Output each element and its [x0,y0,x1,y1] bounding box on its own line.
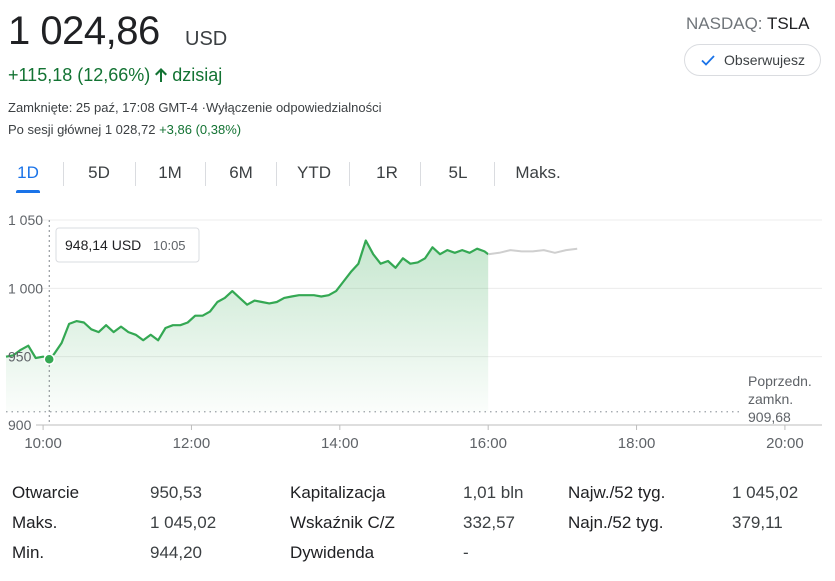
x-tick-label: 14:00 [321,435,359,452]
tab-5d[interactable]: 5D [88,163,110,182]
exchange-name: NASDAQ: [686,14,763,33]
stat-value-open: 950,53 [150,483,202,502]
price-change-period: dzisiaj [172,65,223,85]
tab-divider [205,162,206,186]
tab-ytd[interactable]: YTD [297,163,331,182]
price-line-after-hours [488,247,578,256]
tab-1m[interactable]: 1M [158,163,182,182]
hover-point [43,353,55,365]
tab-1r[interactable]: 1R [376,163,398,182]
key-stats: Otwarcie 950,53 Maks. 1 045,02 Min. 944,… [0,478,835,578]
price-area-fill [6,240,489,412]
stat-value-high: 1 045,02 [150,513,217,532]
x-tick-label: 10:00 [24,435,62,452]
y-tick-label: 900 [8,417,32,433]
ticker-symbol: TSLA [766,14,810,33]
stat-value-low: 944,20 [150,543,202,562]
range-tabs: 1D 5D 1M 6M YTD 1R 5L Maks. [0,156,600,193]
price-line-regular-session [5,239,489,361]
tab-divider [420,162,421,186]
previous-close-label: Poprzedn. zamkn. 909,68 [748,373,812,425]
stat-value-52w-high: 1 045,02 [732,483,799,502]
tab-max[interactable]: Maks. [515,163,561,182]
after-hours-change: +3,86 (0,38%) [159,122,242,137]
stat-label-52w-high: Najw./52 tyg. [568,483,666,502]
stat-label-market-cap: Kapitalizacja [290,483,386,502]
disclaimer-link[interactable]: Wyłączenie odpowiedzialności [205,100,382,115]
arrow-up-icon [155,68,168,82]
tooltip-time: 10:05 [153,238,186,253]
after-hours-quote: Po sesji głównej 1 028,72 +3,86 (0,38%) [8,122,241,138]
stat-label-high: Maks. [12,513,58,532]
tooltip-value: 948,14 USD [65,237,141,253]
tab-1d[interactable]: 1D [8,156,48,193]
tab-divider [276,162,277,186]
market-closed-text: Zamknięte: 25 paź, 17:08 GMT-4 · [8,100,206,115]
tooltip-box [55,227,200,263]
tab-5l[interactable]: 5L [448,163,468,182]
tab-divider [494,162,495,186]
stat-value-dividend: - [463,543,469,562]
x-tick-label: 18:00 [618,435,656,452]
stock-price: 1 024,86 [8,9,160,53]
tab-divider [349,162,350,186]
stat-label-open: Otwarcie [12,483,80,502]
stat-label-dividend: Dywidenda [290,543,375,562]
follow-button[interactable]: Obserwujesz [684,44,821,76]
check-icon [701,55,715,66]
tab-divider [135,162,136,186]
stat-value-pe-ratio: 332,57 [463,513,515,532]
currency-label: USD [185,28,228,50]
price-chart[interactable]: 1 050 1 000 950 900 10:00 12:00 14:00 16:00 18:0… [0,200,835,470]
stat-label-pe-ratio: Wskaźnik C/Z [290,513,395,532]
price-change: +115,18 (12,66%) dzisiaj [8,63,222,87]
y-tick-label: 950 [8,349,32,365]
stat-label-52w-low: Najn./52 tyg. [568,513,664,532]
x-tick-label: 16:00 [469,435,507,452]
x-tick-label: 20:00 [766,435,804,452]
tab-divider [63,162,64,186]
follow-button-label: Obserwujesz [724,52,805,68]
stat-value-52w-low: 379,11 [732,513,783,532]
price-change-value: +115,18 (12,66%) [8,65,151,85]
y-tick-label: 1 000 [8,280,43,296]
tab-6m[interactable]: 6M [229,163,253,182]
stat-label-low: Min. [12,543,45,562]
x-tick-label: 12:00 [173,435,211,452]
y-tick-label: 1 050 [8,212,43,228]
market-status: Zamknięte: 25 paź, 17:08 GMT-4 ·Wyłączen… [8,100,381,116]
after-hours-price: Po sesji głównej 1 028,72 [8,122,156,137]
stat-value-market-cap: 1,01 bln [463,483,524,502]
exchange-ticker: NASDAQ: TSLA [686,13,809,35]
